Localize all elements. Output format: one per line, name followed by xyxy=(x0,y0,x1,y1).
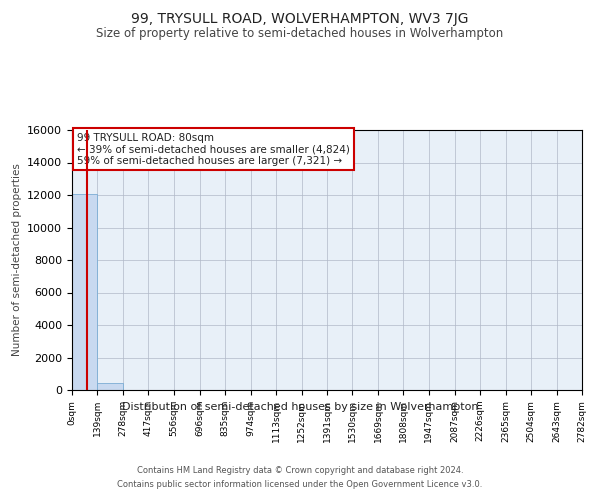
Text: 99 TRYSULL ROAD: 80sqm
← 39% of semi-detached houses are smaller (4,824)
59% of : 99 TRYSULL ROAD: 80sqm ← 39% of semi-det… xyxy=(77,132,350,166)
Text: Distribution of semi-detached houses by size in Wolverhampton: Distribution of semi-detached houses by … xyxy=(122,402,478,412)
Text: 99, TRYSULL ROAD, WOLVERHAMPTON, WV3 7JG: 99, TRYSULL ROAD, WOLVERHAMPTON, WV3 7JG xyxy=(131,12,469,26)
Bar xyxy=(72,194,97,390)
Bar xyxy=(97,383,123,390)
Text: Contains HM Land Registry data © Crown copyright and database right 2024.
Contai: Contains HM Land Registry data © Crown c… xyxy=(118,466,482,488)
Text: Size of property relative to semi-detached houses in Wolverhampton: Size of property relative to semi-detach… xyxy=(97,28,503,40)
Y-axis label: Number of semi-detached properties: Number of semi-detached properties xyxy=(11,164,22,356)
